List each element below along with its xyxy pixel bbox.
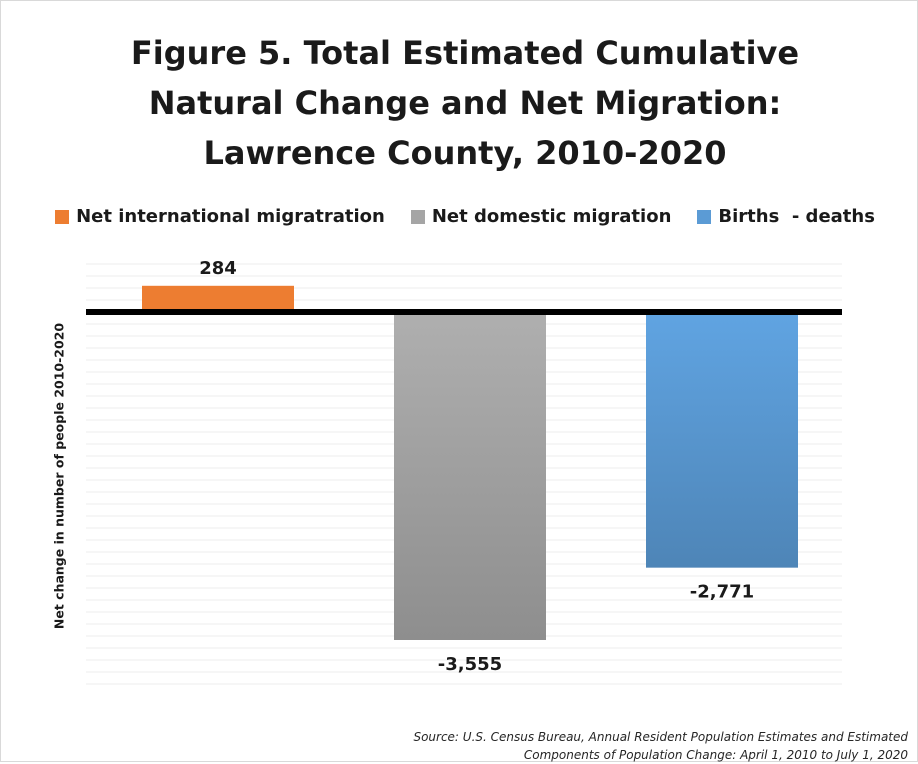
chart-title-line-1: Figure 5. Total Estimated Cumulative (130, 34, 800, 72)
chart-title-line-2: Natural Change and Net Migration: (148, 84, 782, 122)
data-labels: 284 -3,555 -2,771 (199, 258, 754, 675)
bar-births-deaths (646, 312, 798, 568)
legend-label-net-domestic-migration: Net domestic migration (431, 206, 672, 227)
legend-label-net-international-migration: Net international migratration (76, 206, 385, 227)
data-label-births-deaths: -2,771 (690, 582, 754, 603)
legend-swatch-net-international-migration (55, 209, 70, 224)
bars (142, 285, 798, 640)
legend-label-births-deaths: Births - deaths (718, 206, 875, 227)
source-note-line-1: Source: U.S. Census Bureau, Annual Resid… (413, 730, 908, 744)
legend-item-births-deaths: Births - deaths (697, 206, 875, 227)
legend-item-net-international-migration: Net international migratration (55, 206, 385, 227)
chart-title-line-3: Lawrence County, 2010-2020 (203, 134, 727, 172)
chart-legend: Net international migratration Net domes… (55, 206, 875, 227)
bar-net-domestic-migration (394, 312, 546, 640)
source-note: Source: U.S. Census Bureau, Annual Resid… (308, 728, 908, 764)
data-label-net-international-migratration: 284 (199, 258, 237, 279)
data-label-net-domestic-migration: -3,555 (438, 654, 502, 675)
legend-swatch-births-deaths (697, 209, 712, 224)
legend-swatch-net-domestic-migration (410, 209, 425, 224)
source-note-line-2: Components of Population Change: April 1… (523, 748, 908, 762)
bar-net-international-migratration (142, 285, 294, 312)
chart-title: Figure 5. Total Estimated Cumulative Nat… (60, 28, 870, 178)
legend-item-net-domestic-migration: Net domestic migration (410, 206, 672, 227)
